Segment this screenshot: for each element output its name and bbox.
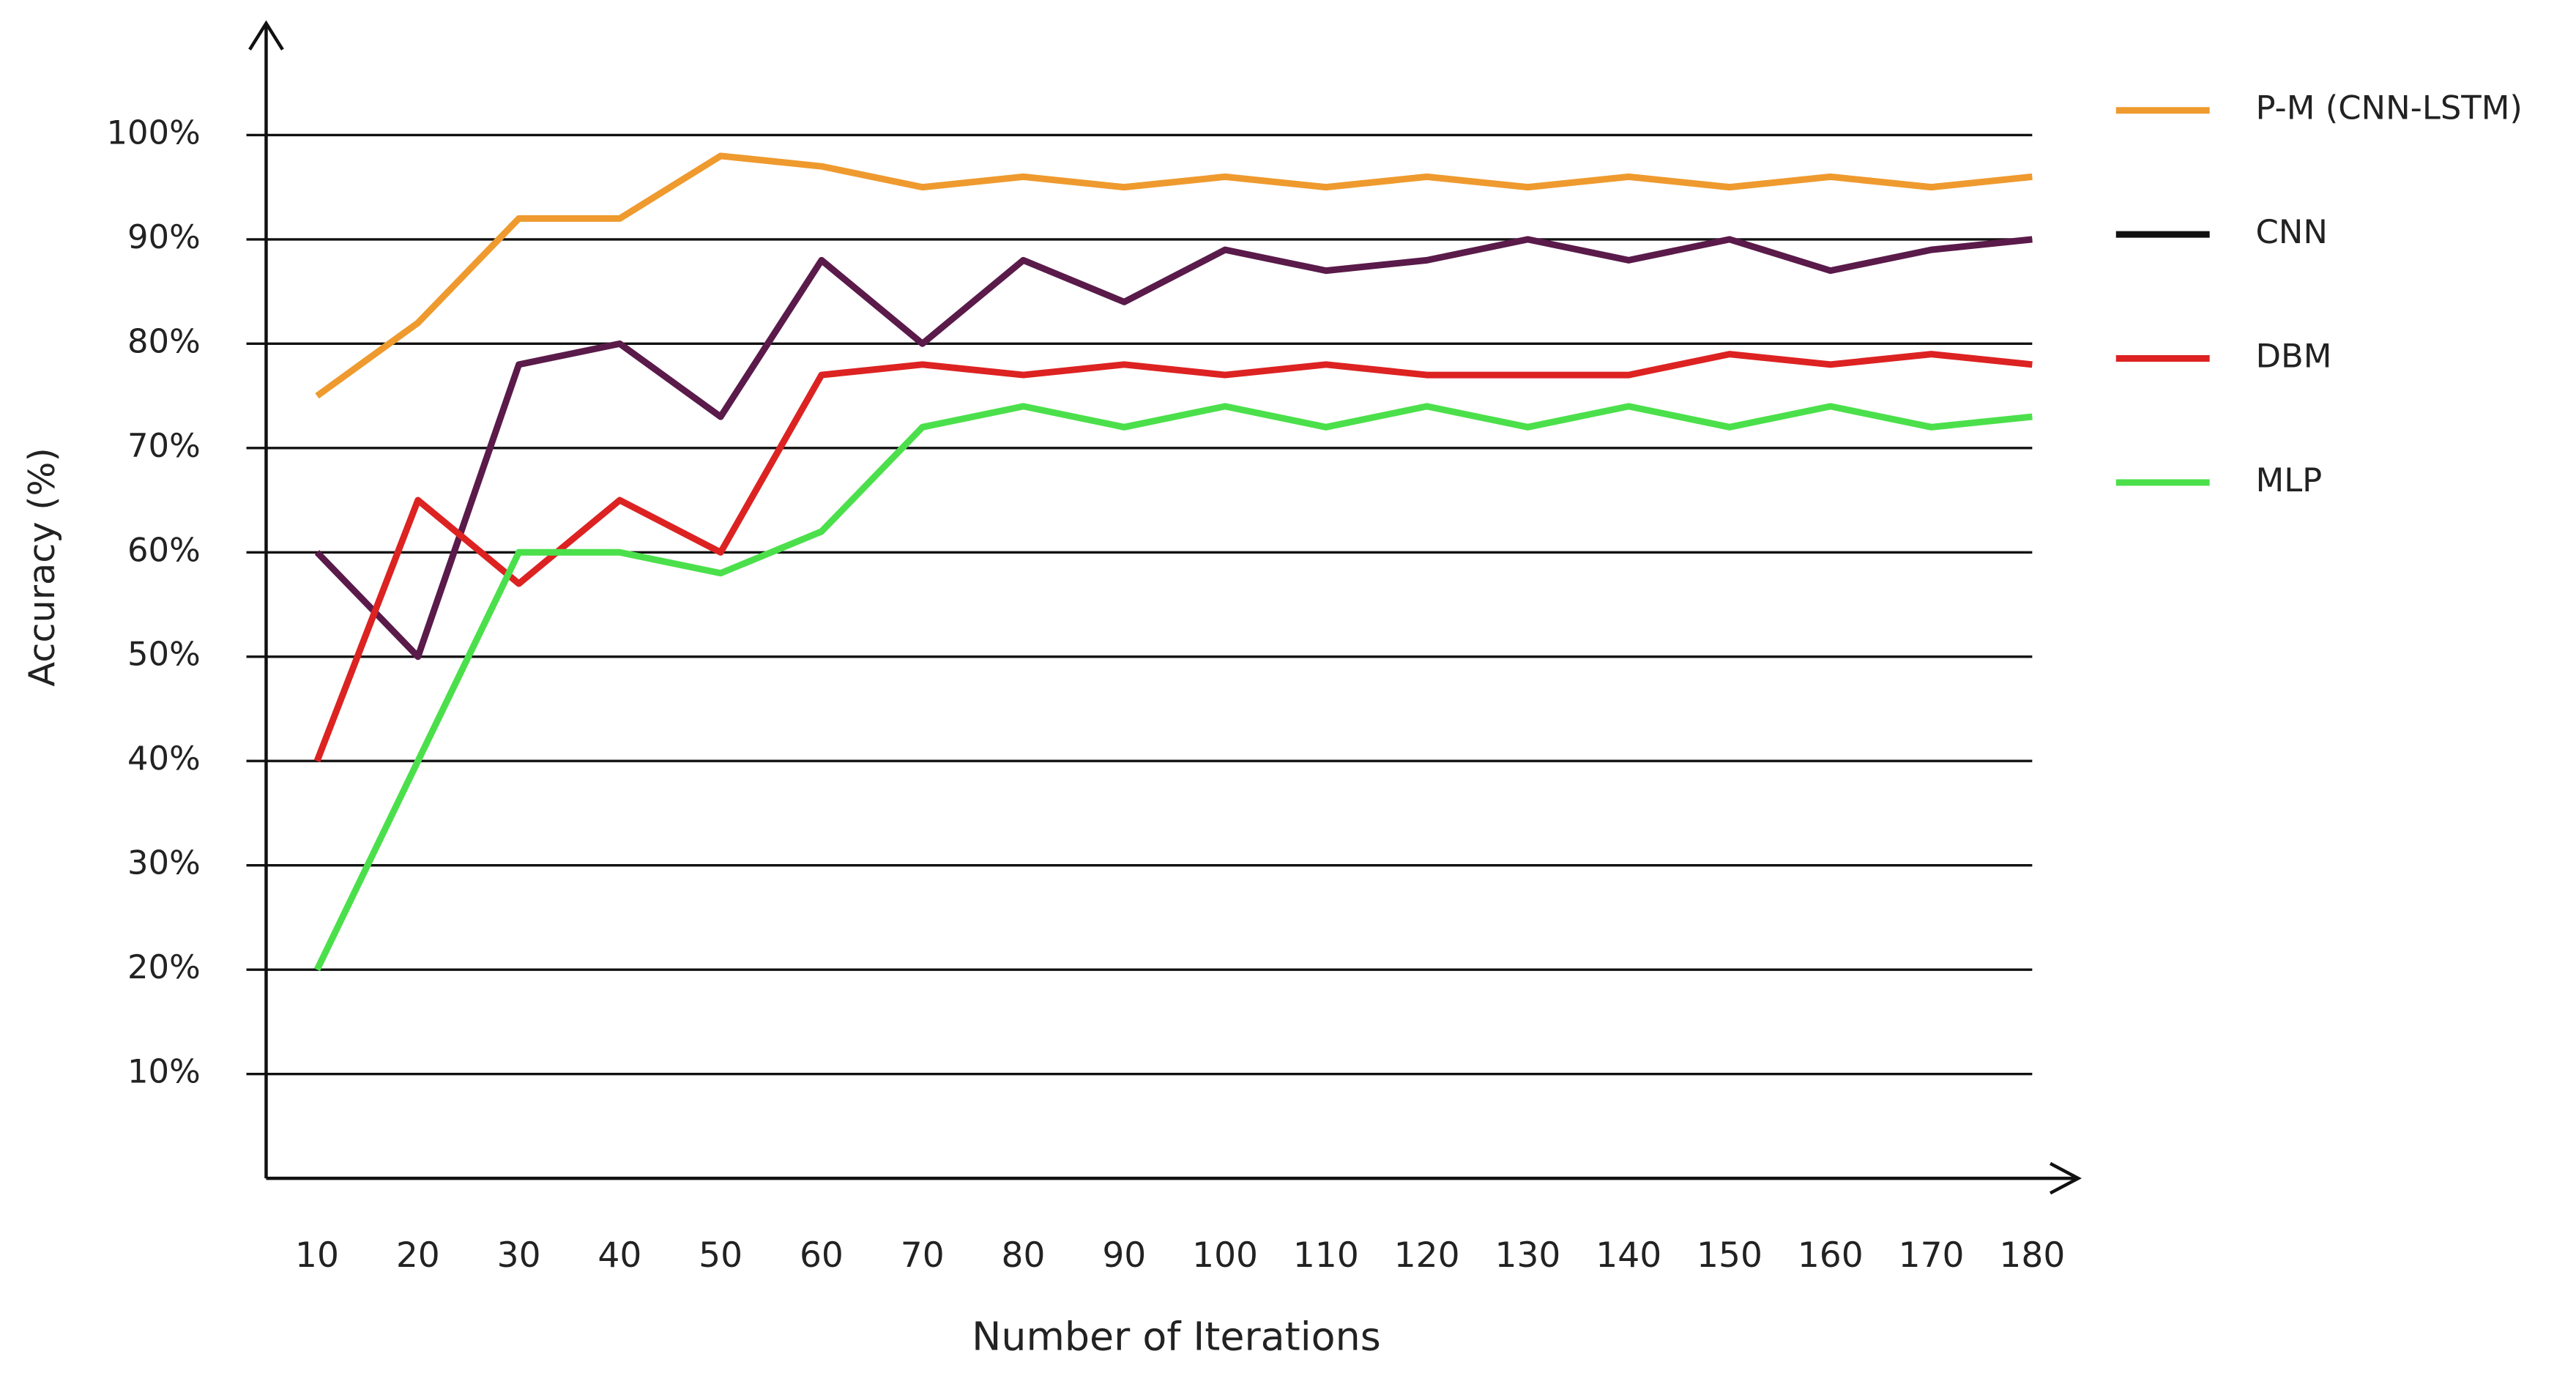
y-axis-arrow bbox=[248, 20, 284, 51]
y-tick-label: 20% bbox=[127, 948, 201, 986]
series-line bbox=[315, 152, 2033, 399]
y-tick-label: 100% bbox=[106, 113, 200, 152]
y-tick-label: 50% bbox=[127, 635, 201, 674]
x-tick-label: 120 bbox=[1394, 1235, 1460, 1276]
x-tick-label: 70 bbox=[901, 1235, 945, 1276]
y-axis-title: Accuracy (%) bbox=[21, 447, 63, 686]
x-tick-label: 60 bbox=[800, 1235, 844, 1276]
y-tick-label: 30% bbox=[127, 844, 201, 882]
y-tick-label: 10% bbox=[127, 1052, 201, 1091]
x-tick-label: 30 bbox=[497, 1235, 541, 1276]
legend-label: P-M (CNN-LSTM) bbox=[2255, 89, 2522, 127]
y-tick-label: 70% bbox=[127, 426, 201, 465]
x-tick-label: 20 bbox=[396, 1235, 440, 1276]
y-tick-label: 80% bbox=[127, 321, 201, 360]
x-tick-label: 80 bbox=[1002, 1235, 1046, 1276]
x-axis-arrow bbox=[2049, 1161, 2082, 1195]
x-tick-label: 90 bbox=[1102, 1235, 1146, 1276]
x-tick-label: 110 bbox=[1293, 1235, 1359, 1276]
series-line bbox=[314, 236, 2033, 661]
legend-label: DBM bbox=[2255, 337, 2331, 376]
legend-label: MLP bbox=[2255, 461, 2322, 499]
y-tick-label: 90% bbox=[127, 217, 201, 256]
legend-label: CNN bbox=[2255, 212, 2327, 251]
y-tick-label: 40% bbox=[127, 739, 201, 778]
series-line bbox=[313, 403, 2033, 972]
x-tick-label: 40 bbox=[598, 1235, 641, 1276]
x-tick-label: 130 bbox=[1494, 1235, 1560, 1276]
x-axis-title: Number of Iterations bbox=[972, 1314, 1381, 1360]
x-tick-label: 180 bbox=[1999, 1235, 2065, 1276]
x-tick-label: 160 bbox=[1798, 1235, 1864, 1276]
x-tick-label: 170 bbox=[1899, 1235, 1965, 1276]
y-tick-label: 60% bbox=[127, 530, 201, 569]
x-tick-label: 150 bbox=[1697, 1235, 1762, 1276]
x-tick-label: 10 bbox=[295, 1235, 339, 1276]
x-tick-label: 100 bbox=[1192, 1235, 1258, 1276]
x-tick-label: 140 bbox=[1596, 1235, 1661, 1276]
series-line bbox=[313, 351, 2033, 762]
x-tick-label: 50 bbox=[699, 1235, 742, 1276]
